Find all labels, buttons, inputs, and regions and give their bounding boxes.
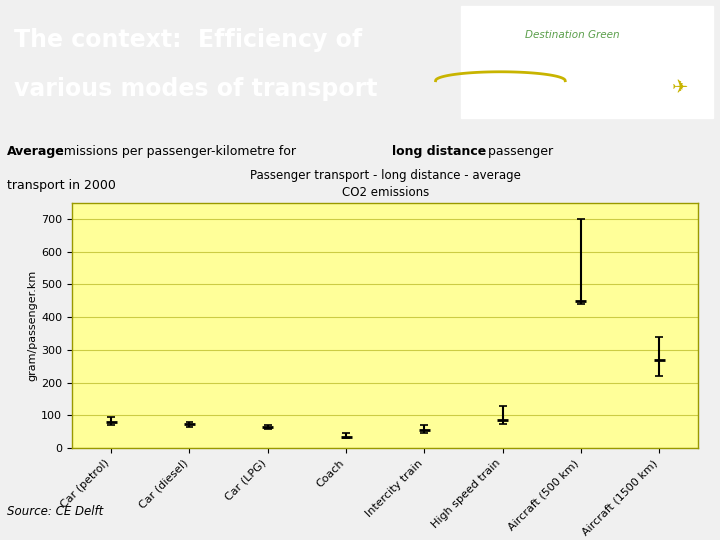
FancyBboxPatch shape — [461, 6, 713, 118]
Text: emissions per passenger-kilometre for: emissions per passenger-kilometre for — [52, 145, 300, 158]
Text: The context:  Efficiency of: The context: Efficiency of — [14, 28, 363, 52]
Y-axis label: gram/passenger.km: gram/passenger.km — [27, 269, 37, 381]
Text: transport in 2000: transport in 2000 — [7, 179, 116, 192]
Text: Source: CE Delft: Source: CE Delft — [7, 505, 104, 518]
Title: Passenger transport - long distance - average
CO2 emissions: Passenger transport - long distance - av… — [250, 168, 521, 199]
Text: Average: Average — [7, 145, 65, 158]
Text: passenger: passenger — [484, 145, 553, 158]
Text: Destination Green: Destination Green — [525, 30, 620, 40]
Text: ✈: ✈ — [672, 77, 688, 97]
Text: long distance: long distance — [392, 145, 487, 158]
Text: various modes of transport: various modes of transport — [14, 77, 378, 102]
